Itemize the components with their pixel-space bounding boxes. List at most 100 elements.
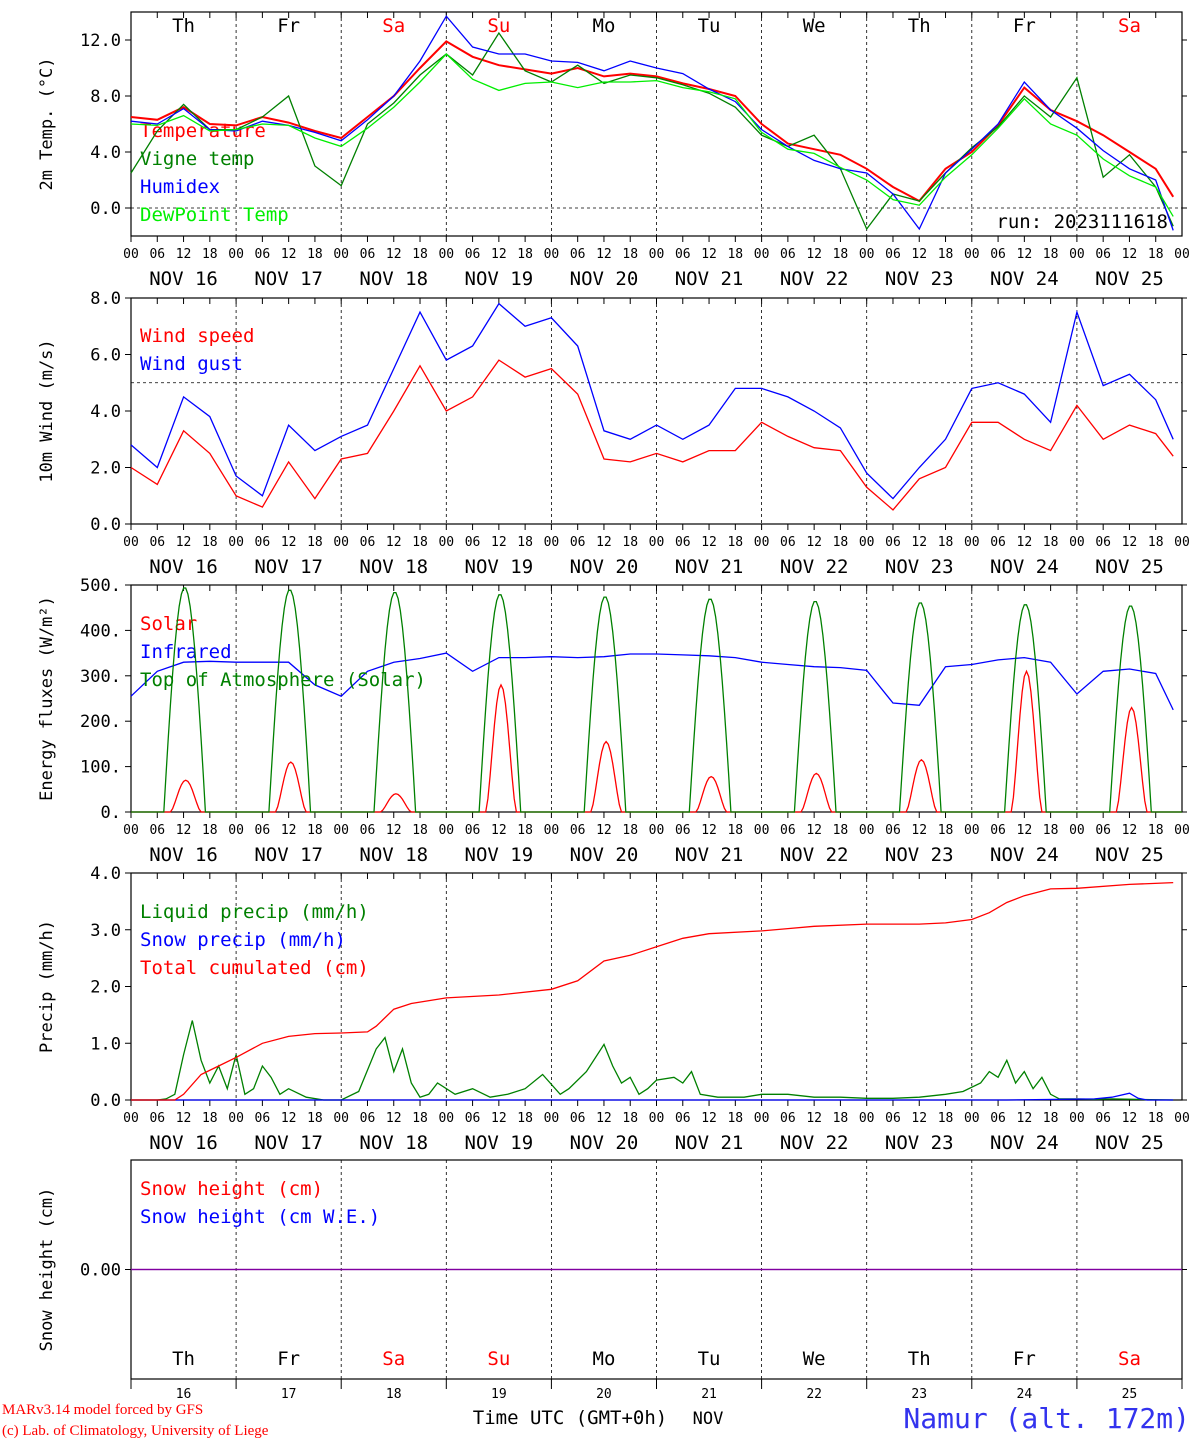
x-tick-label: 00 bbox=[438, 535, 454, 550]
date-label: NOV 23 bbox=[885, 844, 954, 866]
x-tick-label: 00 bbox=[1174, 535, 1190, 550]
x-tick-label: 12 bbox=[701, 535, 717, 550]
x-tick-label: 18 bbox=[1148, 247, 1164, 262]
x-tick-label: 00 bbox=[438, 823, 454, 838]
x-tick-label: 00 bbox=[544, 1111, 560, 1126]
x-tick-label: 00 bbox=[1174, 1111, 1190, 1126]
y-axis-label: Energy fluxes (W/m²) bbox=[37, 596, 57, 801]
day-number: 25 bbox=[1122, 1387, 1138, 1402]
day-name: Th bbox=[908, 1348, 931, 1370]
x-tick-label: 18 bbox=[412, 247, 428, 262]
x-tick-label: 06 bbox=[1095, 1111, 1111, 1126]
x-tick-label: 06 bbox=[465, 535, 481, 550]
y-axis-label: 2m Temp. (°C) bbox=[37, 57, 57, 190]
day-number: 19 bbox=[491, 1387, 507, 1402]
x-tick-label: 00 bbox=[964, 247, 980, 262]
x-tick-label: 00 bbox=[754, 535, 770, 550]
series-line bbox=[131, 1020, 1174, 1101]
credit-line-2: (c) Lab. of Climatology, University of L… bbox=[2, 1423, 269, 1439]
x-tick-label: 06 bbox=[1095, 823, 1111, 838]
date-label: NOV 22 bbox=[780, 556, 849, 578]
run-label: run: 2023111618 bbox=[996, 211, 1168, 233]
x-tick-label: 00 bbox=[123, 535, 139, 550]
x-tick-label: 12 bbox=[281, 247, 297, 262]
y-tick-label: 2.0 bbox=[90, 978, 121, 998]
x-tick-label: 06 bbox=[255, 535, 271, 550]
series-line bbox=[131, 881, 1174, 1101]
panels-layer: 0.0 4.0 8.0 12.0 2m Temp. (°C) 00 06 12 18 NOV 16… bbox=[37, 11, 1190, 1402]
x-tick-label: 12 bbox=[701, 247, 717, 262]
x-tick-label: 18 bbox=[833, 1111, 849, 1126]
x-tick-label: 06 bbox=[990, 1111, 1006, 1126]
y-tick-label: 500. bbox=[80, 576, 121, 596]
date-label: NOV 19 bbox=[465, 268, 534, 290]
panel-2: 0.0 2.0 4.0 6.0 8.0 10m Wind (m/s) 00 06 12 18 NOV… bbox=[37, 289, 1190, 578]
x-tick-label: 12 bbox=[1017, 823, 1033, 838]
x-tick-label: 00 bbox=[544, 535, 560, 550]
plot-frame bbox=[130, 11, 1183, 237]
day-number: 22 bbox=[806, 1387, 822, 1402]
x-tick-label: 06 bbox=[675, 823, 691, 838]
date-label: NOV 22 bbox=[780, 268, 849, 290]
x-axis-label: Time UTC (GMT+0h) bbox=[473, 1407, 667, 1429]
x-tick-label: 00 bbox=[123, 247, 139, 262]
y-tick-label: 6.0 bbox=[90, 346, 121, 366]
series-line bbox=[130, 53, 1174, 217]
x-tick-label: 12 bbox=[911, 1111, 927, 1126]
y-tick-label: 100. bbox=[80, 758, 121, 778]
x-tick-label: 00 bbox=[649, 1111, 665, 1126]
x-tick-label: 06 bbox=[675, 247, 691, 262]
x-tick-label: 12 bbox=[176, 1111, 192, 1126]
x-tick-label: 18 bbox=[517, 535, 533, 550]
x-tick-label: 06 bbox=[149, 823, 165, 838]
x-tick-label: 18 bbox=[938, 1111, 954, 1126]
x-tick-label: 12 bbox=[1017, 247, 1033, 262]
panel-3: 0. 100. 200. 300. 400. 500. Energy fluxes (W/m… bbox=[37, 576, 1190, 866]
day-name: Mo bbox=[593, 15, 616, 37]
date-label: NOV 17 bbox=[254, 1132, 323, 1154]
y-tick-label: 200. bbox=[80, 712, 121, 732]
x-tick-label: 18 bbox=[727, 823, 743, 838]
x-tick-label: 18 bbox=[727, 247, 743, 262]
date-label: NOV 21 bbox=[675, 844, 744, 866]
date-label: NOV 18 bbox=[359, 556, 428, 578]
x-tick-label: 12 bbox=[386, 1111, 402, 1126]
x-tick-label: 00 bbox=[859, 247, 875, 262]
y-tick-label: 8.0 bbox=[90, 87, 121, 107]
station-label: Namur (alt. 172m) bbox=[903, 1402, 1190, 1435]
x-tick-label: 00 bbox=[333, 535, 349, 550]
x-tick-label: 12 bbox=[806, 535, 822, 550]
x-tick-label: 00 bbox=[1069, 1111, 1085, 1126]
x-tick-label: 06 bbox=[255, 247, 271, 262]
day-name: Fr bbox=[277, 1348, 300, 1370]
date-label: NOV 24 bbox=[990, 1132, 1059, 1154]
y-tick-label: 4.0 bbox=[90, 143, 121, 163]
x-tick-label: 12 bbox=[596, 1111, 612, 1126]
day-name: Mo bbox=[593, 1348, 616, 1370]
x-tick-label: 12 bbox=[1017, 535, 1033, 550]
x-tick-label: 12 bbox=[491, 823, 507, 838]
x-tick-label: 12 bbox=[911, 823, 927, 838]
day-name: Sa bbox=[1118, 1348, 1141, 1370]
x-tick-label: 12 bbox=[281, 823, 297, 838]
x-tick-label: 06 bbox=[360, 823, 376, 838]
series-line bbox=[130, 302, 1174, 500]
x-tick-label: 06 bbox=[149, 1111, 165, 1126]
day-number: 20 bbox=[596, 1387, 612, 1402]
y-tick-label: 300. bbox=[80, 667, 121, 687]
legend-entry: Wind speed bbox=[140, 325, 254, 347]
day-name: Tu bbox=[698, 1348, 721, 1370]
x-tick-label: 00 bbox=[1174, 823, 1190, 838]
x-tick-label: 06 bbox=[570, 823, 586, 838]
legend-entry: Snow height (cm) bbox=[140, 1178, 323, 1200]
legend-entry: Top of Atmosphere (Solar) bbox=[140, 669, 426, 691]
day-name: Fr bbox=[277, 15, 300, 37]
x-tick-label: 12 bbox=[386, 535, 402, 550]
x-tick-label: 12 bbox=[176, 535, 192, 550]
day-name: Sa bbox=[1118, 15, 1141, 37]
x-tick-label: 12 bbox=[701, 1111, 717, 1126]
legend-entry: Liquid precip (mm/h) bbox=[140, 901, 369, 923]
x-tick-label: 00 bbox=[438, 247, 454, 262]
x-tick-label: 18 bbox=[202, 1111, 218, 1126]
x-tick-label: 06 bbox=[570, 247, 586, 262]
